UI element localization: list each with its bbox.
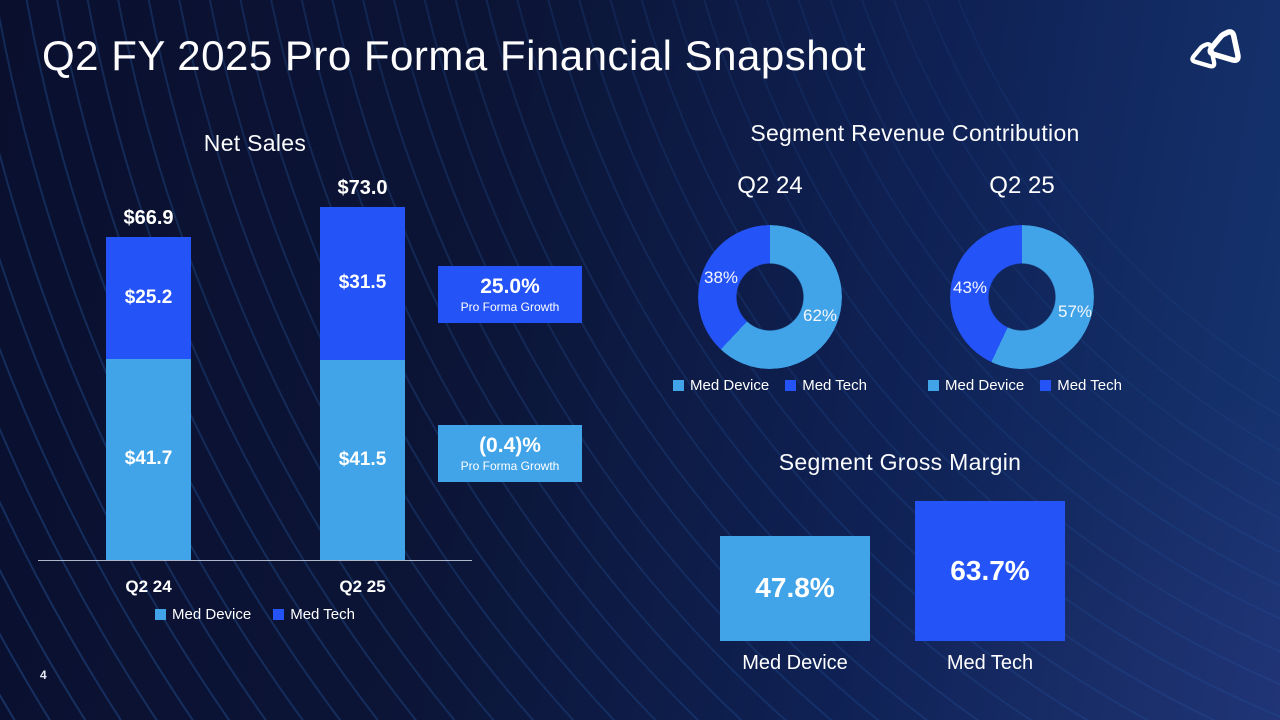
donut-labels-q2-24: 38% 62%: [698, 225, 842, 369]
legend-item-med-device: Med Device: [673, 377, 769, 394]
bar-total-label: $73.0: [337, 177, 388, 200]
growth-value: (0.4)%: [479, 434, 541, 458]
legend-item-med-tech: Med Tech: [273, 606, 355, 623]
legend-label: Med Tech: [802, 377, 867, 394]
slice-label-med-tech: 43%: [953, 278, 988, 297]
legend-label: Med Device: [172, 606, 252, 623]
donut-legend-q2-24: Med Device Med Tech: [655, 377, 885, 394]
brand-logo-icon: [1190, 29, 1241, 69]
med-device-swatch-icon: [673, 380, 685, 391]
legend-item-med-tech: Med Tech: [785, 377, 867, 394]
segment-value-label: $31.5: [338, 272, 387, 294]
med-tech-swatch-icon: [273, 609, 285, 620]
segment-value-label: $41.7: [124, 448, 173, 470]
legend-item-med-device: Med Device: [928, 377, 1024, 394]
net-sales-title: Net Sales: [203, 130, 307, 156]
legend-label: Med Tech: [290, 606, 355, 623]
donut-labels-q2-25: 43% 57%: [950, 225, 1094, 369]
slice-label-med-device: 57%: [1058, 302, 1093, 321]
net-sales-bar-q2-25: $73.0 $31.5 $41.5: [320, 177, 405, 560]
gross-margin-title: Segment Gross Margin: [778, 449, 1022, 475]
growth-badge-med-tech: 25.0% Pro Forma Growth: [438, 266, 582, 323]
legend-item-med-device: Med Device: [155, 606, 251, 623]
segment-value-label: $25.2: [124, 286, 173, 308]
bar-total-label: $66.9: [123, 206, 174, 229]
page-number: 4: [40, 668, 47, 682]
segment-revenue-title: Segment Revenue Contribution: [750, 120, 1080, 146]
growth-value: 25.0%: [480, 275, 540, 299]
med-tech-swatch-icon: [1040, 380, 1052, 391]
growth-caption: Pro Forma Growth: [460, 458, 560, 473]
gross-margin-label-med-device: Med Device: [742, 652, 848, 674]
x-axis-label-q2-25: Q2 25: [339, 577, 386, 596]
net-sales-legend: Med Device Med Tech: [40, 606, 470, 623]
x-axis-label-q2-24: Q2 24: [125, 577, 172, 596]
legend-label: Med Tech: [1057, 377, 1122, 394]
growth-caption: Pro Forma Growth: [460, 299, 560, 314]
bar-segment-med-tech: $31.5: [320, 207, 405, 360]
donut-title-q2-25: Q2 25: [989, 172, 1055, 199]
growth-badge-med-device: (0.4)% Pro Forma Growth: [438, 425, 582, 482]
segment-value-label: $41.5: [338, 448, 387, 470]
gross-margin-label-med-tech: Med Tech: [946, 652, 1034, 674]
page-title: Q2 FY 2025 Pro Forma Financial Snapshot: [42, 32, 867, 79]
donut-chart-q2-24: [698, 225, 842, 369]
legend-label: Med Device: [690, 377, 770, 394]
x-axis-line: [38, 560, 472, 561]
med-device-swatch-icon: [155, 609, 167, 620]
gross-margin-box-med-tech: 63.7%: [915, 500, 1065, 641]
donut-chart-q2-25: [950, 225, 1094, 369]
slice-label-med-tech: 38%: [704, 268, 739, 287]
gross-margin-value: 63.7%: [950, 554, 1030, 586]
gross-margin-value: 47.8%: [755, 572, 835, 604]
donut-legend-q2-25: Med Device Med Tech: [910, 377, 1140, 394]
slice-label-med-device: 62%: [803, 306, 838, 325]
bar-segment-med-tech: $25.2: [106, 236, 191, 359]
med-device-swatch-icon: [928, 380, 940, 391]
bar-segment-med-device: $41.7: [106, 358, 191, 560]
legend-item-med-tech: Med Tech: [1040, 377, 1122, 394]
gross-margin-box-med-device: 47.8%: [720, 535, 870, 641]
med-tech-swatch-icon: [785, 380, 797, 391]
bar-segment-med-device: $41.5: [320, 359, 405, 560]
legend-label: Med Device: [945, 377, 1025, 394]
net-sales-bar-q2-24: $66.9 $25.2 $41.7: [106, 207, 191, 560]
donut-title-q2-24: Q2 24: [737, 172, 803, 199]
